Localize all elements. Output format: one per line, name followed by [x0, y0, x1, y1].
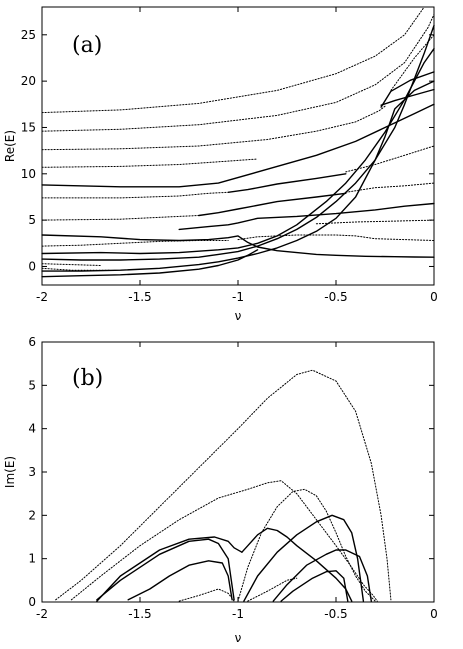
- panel-a-y-axis-label: Re(E): [3, 130, 17, 162]
- panel-b-series-8: [243, 514, 365, 602]
- panel-a-y-tick-label: 15: [21, 120, 36, 134]
- panel-b-series-1: [70, 480, 378, 602]
- panel-b-y-tick-label: 3: [28, 465, 36, 479]
- panel-a-series-16: [41, 234, 435, 258]
- panel-a-series-8: [41, 191, 229, 199]
- panel-b-series-4: [96, 536, 243, 602]
- panel-a-series-13: [345, 182, 435, 193]
- panel-a-y-ticks: 0 5 10 15 20 25: [21, 28, 434, 273]
- panel-b: -2 -1.5 -1 -0.5 0 0 1 2 3 4 5 6 (b) ν Im(E): [3, 335, 438, 645]
- panel-b-y-tick-label: 0: [28, 595, 36, 609]
- panel-a-x-axis-label: ν: [235, 309, 242, 323]
- panel-a-series-17: [237, 234, 435, 241]
- panel-a-series-9: [227, 173, 347, 193]
- panel-a-series-7: [41, 103, 435, 188]
- panel-b-series-7: [237, 488, 376, 602]
- panel-a-series-10: [345, 145, 435, 173]
- panel-b-x-tick-label: -1.5: [128, 607, 151, 621]
- panel-a-y-tick-label: 0: [28, 259, 36, 273]
- panel-a-series-1: [41, 13, 435, 132]
- panel-a-series-20: [41, 24, 435, 261]
- panel-a-x-tick-label: 0: [430, 290, 438, 304]
- panel-b-series-11: [280, 570, 349, 602]
- panel-b-series-3: [127, 560, 233, 601]
- panel-a-series-3: [380, 88, 435, 106]
- panel-b-series-10: [272, 549, 372, 602]
- panel-b-x-tick-label: -2: [36, 607, 48, 621]
- panel-b-y-tick-label: 4: [28, 422, 36, 436]
- panel-a-series-23: [41, 263, 102, 266]
- panel-b-y-tick-label: 2: [28, 508, 36, 522]
- panel-b-x-ticks: -2 -1.5 -1 -0.5 0: [36, 342, 438, 621]
- panel-a-label: (a): [72, 33, 102, 58]
- panel-a-series-12: [198, 192, 347, 217]
- panel-a-x-tick-label: -1.5: [128, 290, 151, 304]
- panel-a-series-14: [178, 202, 435, 231]
- panel-b-y-ticks: 0 1 2 3 4 5 6: [28, 335, 434, 609]
- panel-a-series-6: [41, 158, 259, 168]
- panel-b-x-tick-label: -0.5: [324, 607, 347, 621]
- panel-b-x-tick-label: 0: [430, 607, 438, 621]
- panel-b-series-0: [55, 369, 392, 601]
- panel-a-series-21: [41, 80, 435, 272]
- panel-a-series-15: [315, 219, 435, 225]
- panel-b-y-tick-label: 6: [28, 335, 36, 349]
- panel-a-y-tick-label: 10: [21, 167, 36, 181]
- panel-a-y-tick-label: 20: [21, 74, 36, 88]
- panel-a-series-18: [41, 240, 229, 247]
- panel-b-series-5: [241, 527, 353, 602]
- panel-a-x-tick-label: -0.5: [324, 290, 347, 304]
- panel-a-series-11: [41, 215, 200, 221]
- panel-b-y-tick-label: 5: [28, 378, 36, 392]
- panel-b-y-tick-label: 1: [28, 552, 36, 566]
- panel-b-curves: [55, 369, 392, 602]
- panel-b-series-6: [178, 588, 235, 602]
- panel-b-label: (b): [72, 366, 103, 391]
- panel-b-series-2: [96, 538, 235, 601]
- panel-a-curves: [41, 6, 435, 278]
- panel-b-y-axis-label: Im(E): [3, 456, 17, 488]
- panel-a-x-ticks: -2 -1.5 -1 -0.5 0: [36, 7, 438, 304]
- panel-b-x-axis-label: ν: [235, 631, 242, 645]
- panel-a-y-tick-label: 5: [28, 213, 36, 227]
- panel-a-series-0: [41, 6, 425, 114]
- panel-a-series-19: [41, 48, 435, 255]
- panel-a-y-tick-label: 25: [21, 28, 36, 42]
- panel-a-series-2: [41, 105, 386, 151]
- panel-a-x-tick-label: -1: [232, 290, 244, 304]
- panel-a: -2 -1.5 -1 -0.5 0 0 5 10 15 20 25 (a) ν Re(E): [3, 6, 438, 323]
- panel-a-series-4: [380, 71, 435, 108]
- panel-a-series-24: [41, 267, 112, 271]
- panel-a-series-22: [41, 249, 259, 278]
- panel-b-x-tick-label: -1: [232, 607, 244, 621]
- panel-a-x-tick-label: -2: [36, 290, 48, 304]
